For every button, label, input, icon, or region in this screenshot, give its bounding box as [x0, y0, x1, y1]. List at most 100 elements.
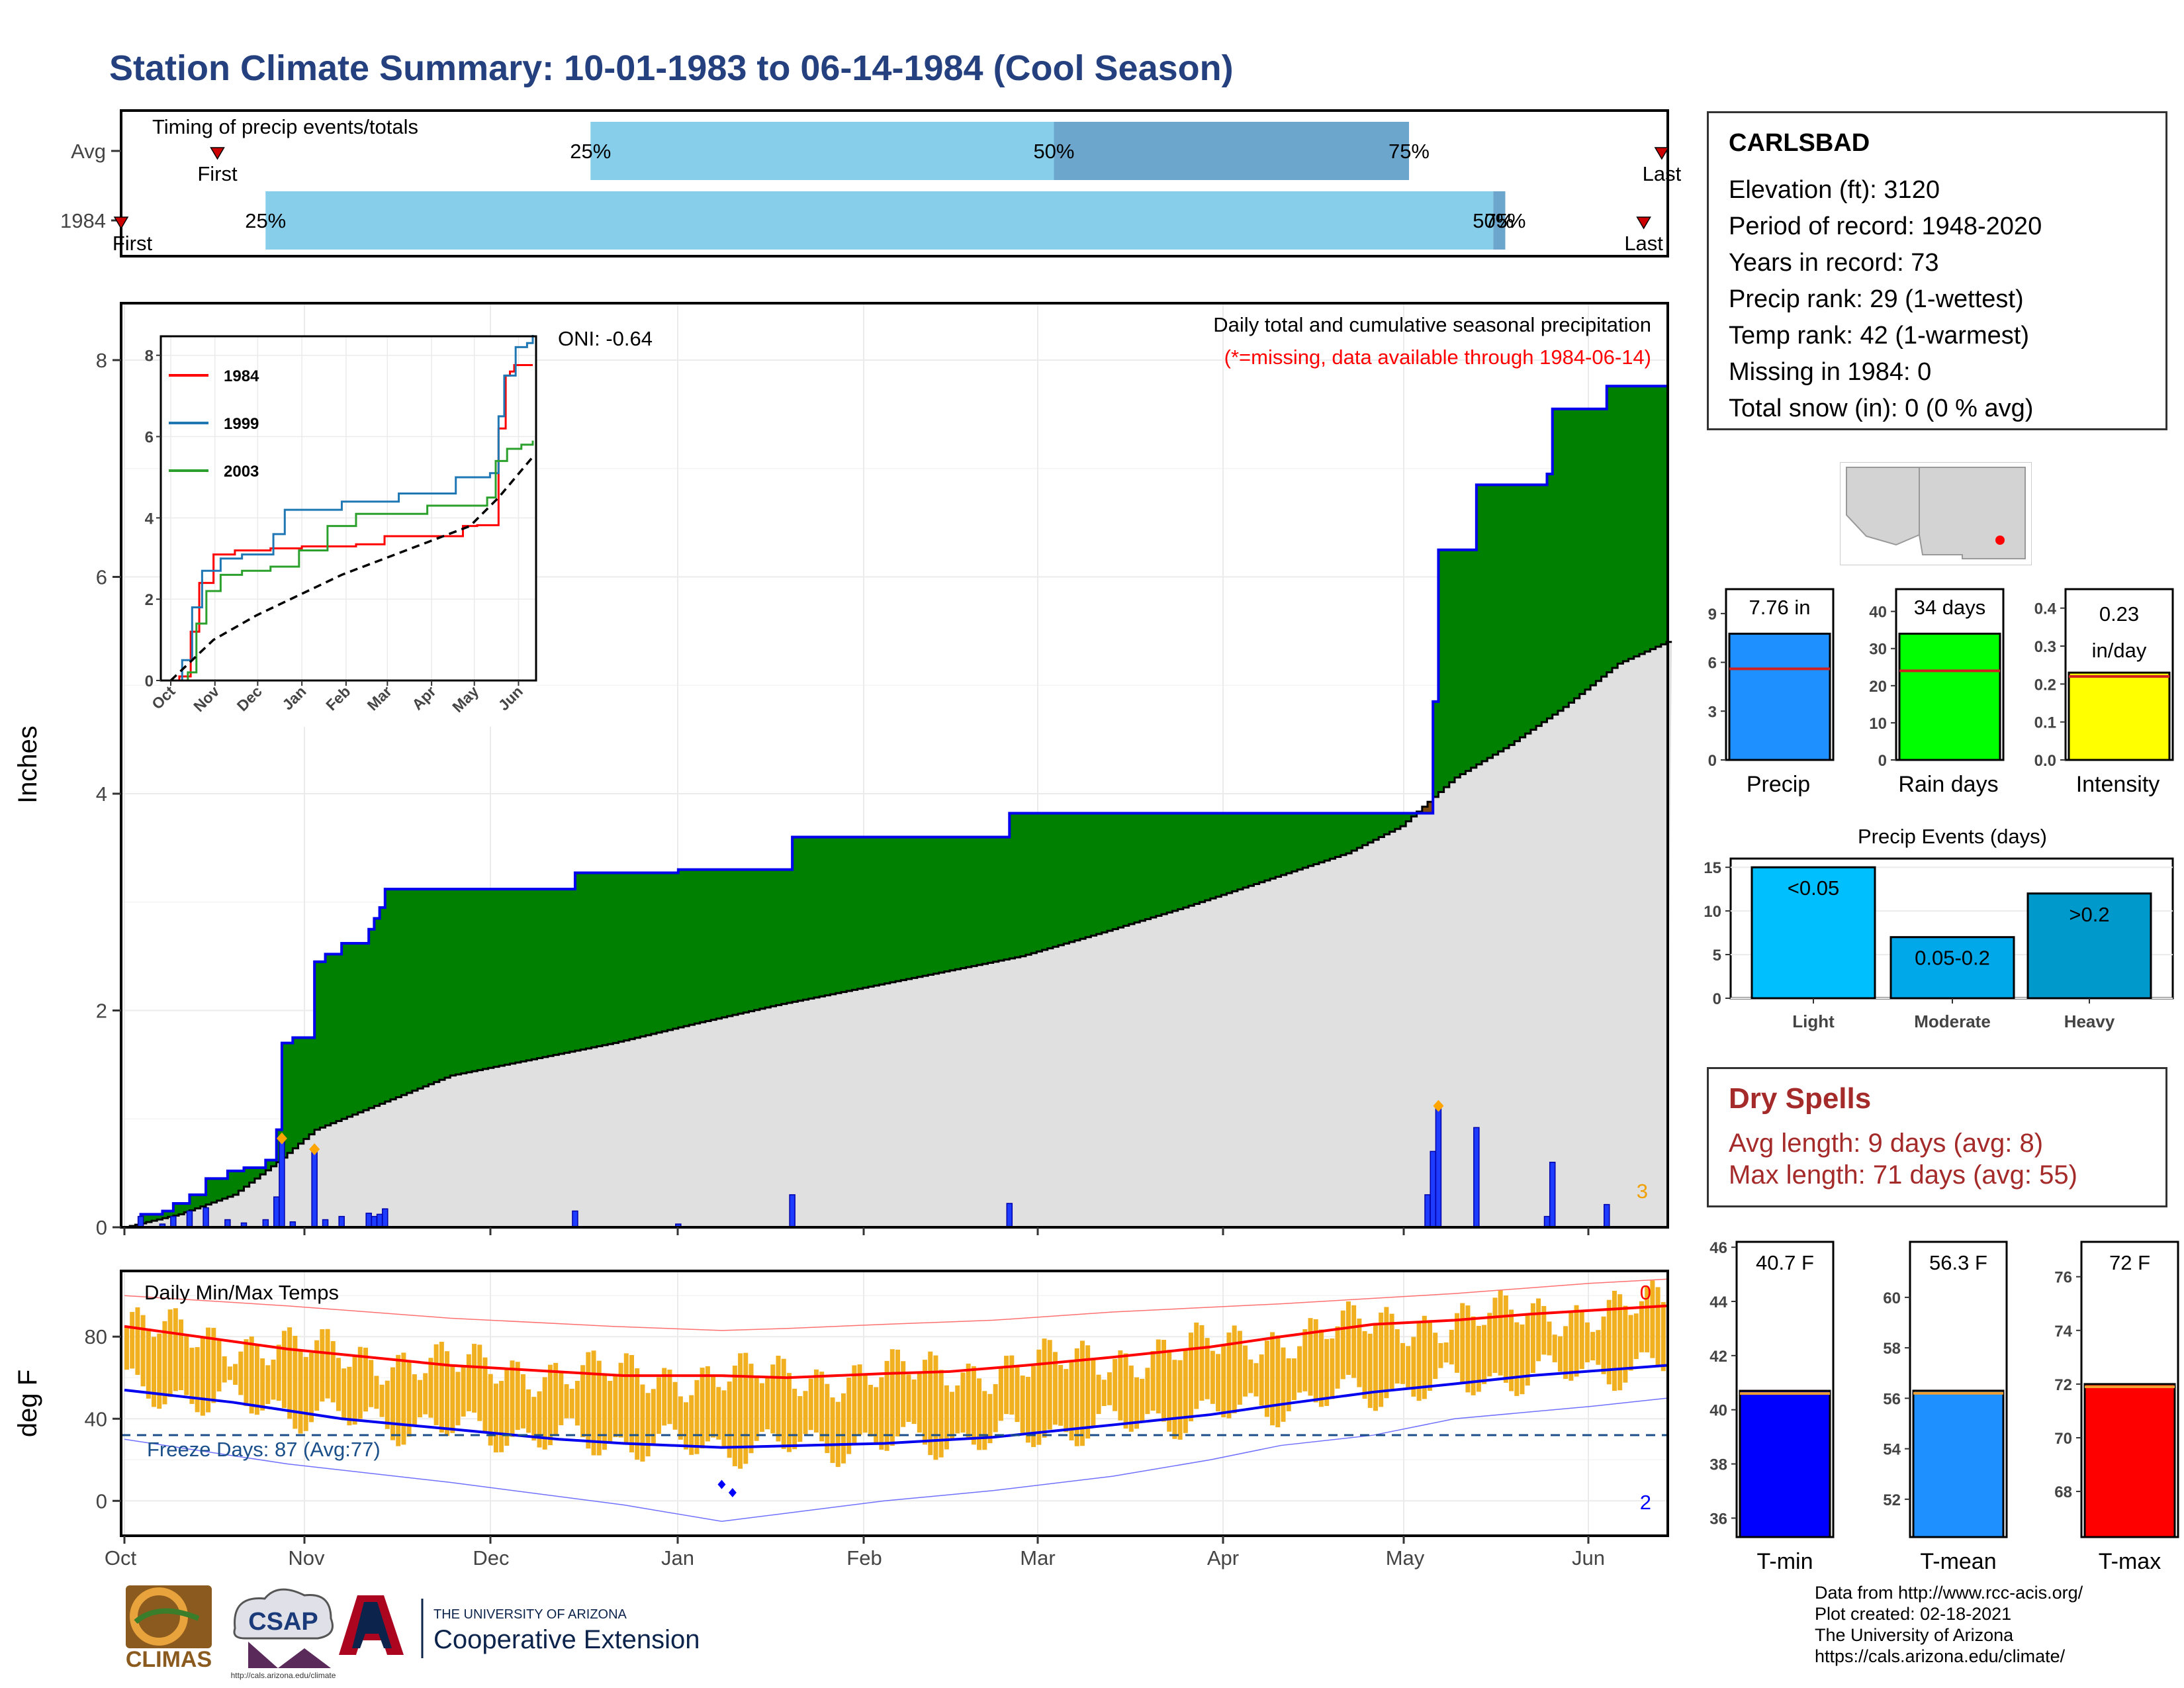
daily-precip-bar: [371, 1215, 378, 1228]
temp-daily-bar: [776, 1356, 781, 1442]
above-avg-fill: [1389, 813, 1396, 832]
temp-daily-bar: [1373, 1325, 1378, 1411]
above-avg-fill: [678, 869, 684, 1028]
oni-label: ONI: -0.64: [558, 327, 653, 350]
above-avg-fill: [1335, 813, 1342, 857]
above-avg-fill: [1623, 386, 1629, 661]
above-avg-fill: [830, 837, 837, 994]
above-avg-fill: [1438, 549, 1445, 792]
above-avg-fill: [1373, 813, 1379, 840]
temp-daily-bar: [553, 1362, 559, 1436]
above-avg-fill: [466, 889, 473, 1072]
temp-bars: [124, 1280, 1666, 1469]
temp-daily-bar: [1628, 1315, 1633, 1371]
summary-ytick-label: 3: [1708, 703, 1717, 721]
temp-daily-bar: [461, 1367, 466, 1417]
temp-daily-bar: [1340, 1310, 1345, 1380]
temp-daily-bar: [1253, 1363, 1259, 1397]
above-avg-fill: [455, 889, 462, 1075]
above-avg-fill: [341, 943, 347, 1119]
temp-daily-bar: [738, 1353, 743, 1469]
above-avg-fill: [1313, 813, 1320, 865]
above-avg-fill: [265, 1160, 272, 1171]
temp-daily-bar: [325, 1329, 330, 1399]
station-elevation: Elevation (ft): 3120: [1729, 176, 1940, 204]
temp-daily-bar: [830, 1397, 835, 1464]
temp-daily-bar: [1455, 1313, 1460, 1373]
temp-daily-bar: [1009, 1355, 1015, 1415]
above-avg-fill: [813, 837, 820, 998]
temp-daily-bar: [1194, 1322, 1199, 1409]
above-avg-fill: [1492, 485, 1499, 755]
timing-bar-25-50: [590, 122, 1054, 180]
above-avg-fill: [928, 837, 934, 975]
above-avg-fill: [1367, 813, 1374, 843]
temp-daily-bar: [1047, 1340, 1052, 1430]
temp-daily-bar: [265, 1365, 271, 1404]
above-avg-fill: [792, 837, 798, 1002]
temp-daily-bar: [526, 1389, 531, 1433]
temp-daily-bar: [162, 1321, 167, 1405]
above-avg-fill: [374, 918, 381, 1106]
events-ytick-label: 5: [1713, 947, 1721, 964]
temp-daily-bar: [200, 1337, 205, 1416]
temp-daily-bar: [1015, 1365, 1020, 1423]
temp-daily-bar: [1357, 1318, 1362, 1387]
above-avg-fill: [808, 837, 815, 999]
above-avg-fill: [418, 889, 424, 1089]
temp-daily-bar: [1085, 1345, 1091, 1439]
above-avg-fill: [1091, 813, 1097, 936]
daily-precip-bar: [376, 1213, 383, 1228]
above-avg-fill: [857, 837, 864, 989]
temp-daily-bar: [689, 1395, 694, 1455]
temp-daily-bar: [330, 1340, 336, 1403]
above-avg-fill: [308, 1037, 315, 1135]
temp-daily-bar: [1465, 1305, 1471, 1393]
summary-bar: [2068, 671, 2171, 761]
above-avg-fill: [1270, 813, 1276, 879]
above-avg-fill: [260, 1167, 266, 1175]
temp-daily-bar: [130, 1311, 135, 1369]
daily-precip-bar: [1424, 1194, 1431, 1228]
inset-ytick-label: 2: [145, 591, 154, 609]
temp-daily-bar: [901, 1361, 906, 1427]
temp-daily-bar: [1617, 1294, 1623, 1391]
credit-url: https://cals.arizona.edu/climate/: [1815, 1646, 2066, 1666]
temp-daily-bar: [1574, 1305, 1579, 1377]
month-label: Jan: [661, 1546, 694, 1570]
timing-label: Timing of precip events/totals: [152, 115, 418, 138]
temp-summary-value-label: 72 F: [2109, 1251, 2150, 1274]
temp-daily-bar: [580, 1365, 586, 1438]
temp-ytick-label: 0: [96, 1489, 107, 1513]
temp-daily-bar: [803, 1391, 808, 1434]
credits: Data from http://www.rcc-acis.org/ Plot …: [1815, 1582, 2083, 1667]
temp-daily-bar: [586, 1352, 591, 1449]
temp-daily-bar: [320, 1329, 325, 1402]
above-avg-fill: [515, 889, 522, 1063]
temp-daily-bar: [895, 1349, 900, 1436]
temp-daily-bar: [721, 1390, 727, 1448]
above-avg-fill: [1520, 485, 1526, 737]
dry-spells-title: Dry Spells: [1729, 1082, 1872, 1115]
temp-daily-bar: [781, 1358, 786, 1449]
above-avg-fill: [1025, 813, 1032, 955]
above-avg-fill: [542, 889, 549, 1057]
temp-daily-bar: [1530, 1303, 1535, 1374]
daily-precip-bar: [382, 1208, 388, 1228]
temp-daily-bar: [569, 1388, 574, 1419]
dry-spells-avg: Avg length: 9 days (avg: 8): [1729, 1129, 2044, 1158]
inset-background: [161, 336, 536, 727]
temp-daily-bar: [813, 1369, 819, 1433]
summary-value-label: 7.76 in: [1749, 596, 1810, 619]
temp-daily-bar: [1145, 1368, 1150, 1415]
temp-daily-bar: [635, 1368, 640, 1460]
above-avg-fill: [303, 1037, 310, 1139]
temp-daily-bar: [167, 1309, 173, 1397]
temp-daily-bar: [281, 1331, 287, 1409]
month-label: Nov: [288, 1546, 325, 1570]
temp-daily-bar: [298, 1349, 303, 1434]
above-avg-fill: [433, 889, 440, 1082]
temp-daily-bar: [846, 1378, 852, 1454]
above-avg-fill: [662, 872, 668, 1031]
temp-daily-bar: [1394, 1329, 1400, 1384]
